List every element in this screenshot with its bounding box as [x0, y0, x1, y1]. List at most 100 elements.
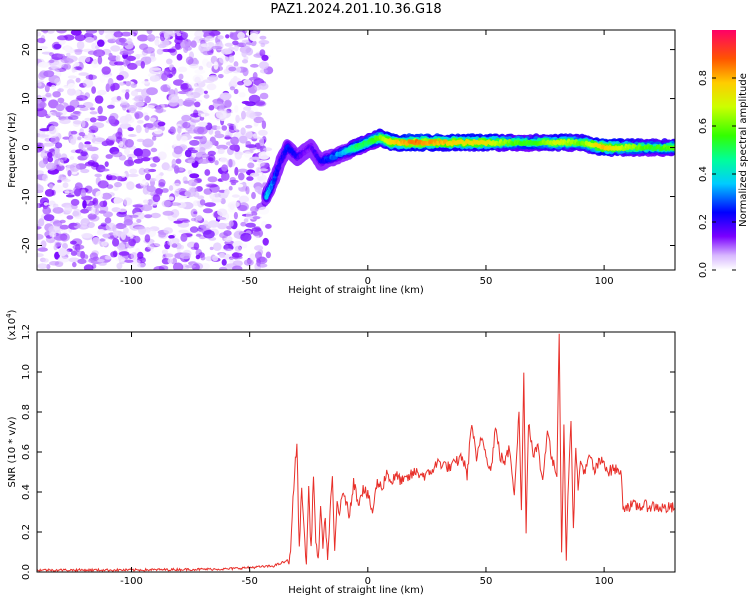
noise-blob: [229, 144, 239, 151]
noise-blob: [45, 162, 57, 171]
noise-blob: [134, 95, 147, 100]
noise-blob: [42, 30, 49, 34]
noise-blob: [200, 113, 206, 118]
noise-blob: [118, 82, 125, 86]
colorbar-tick-label: 0.8: [698, 70, 709, 86]
noise-blob: [82, 78, 94, 88]
noise-blob: [203, 229, 215, 239]
noise-blob: [203, 188, 213, 195]
noise-blob: [81, 222, 87, 229]
noise-blob: [37, 31, 42, 37]
noise-blob: [185, 56, 194, 65]
noise-blob: [73, 66, 82, 70]
noise-blob: [113, 228, 118, 238]
noise-blob: [241, 50, 247, 57]
noise-blob: [97, 105, 103, 115]
noise-blob: [187, 169, 193, 175]
noise-blob: [189, 173, 200, 179]
noise-blob: [81, 120, 86, 128]
noise-blob: [65, 194, 75, 198]
snr-x-axis-label: Height of straight line (km): [288, 585, 424, 596]
noise-blob: [77, 136, 82, 141]
noise-blob: [174, 189, 180, 197]
noise-blob: [244, 130, 253, 139]
noise-blob: [44, 189, 55, 197]
noise-blob: [97, 180, 109, 189]
noise-blob: [194, 87, 205, 96]
noise-blob: [122, 58, 129, 67]
noise-blob: [113, 61, 125, 66]
noise-blob: [226, 108, 232, 113]
noise-blob: [252, 231, 261, 236]
noise-blob: [78, 72, 89, 76]
noise-blob: [100, 222, 108, 227]
noise-blob: [233, 46, 239, 52]
noise-blob: [76, 95, 88, 101]
noise-blob: [112, 238, 120, 247]
noise-blob: [237, 32, 246, 40]
noise-blob: [126, 37, 133, 45]
noise-blob: [232, 40, 239, 46]
noise-blob: [80, 151, 88, 157]
noise-blob: [265, 223, 272, 229]
noise-blob: [190, 40, 197, 48]
noise-blob: [202, 58, 209, 67]
noise-blob: [202, 208, 213, 214]
noise-blob: [177, 125, 182, 134]
noise-blob: [187, 94, 194, 99]
x-tick-label: 50: [480, 276, 493, 287]
noise-blob: [157, 151, 167, 160]
noise-blob: [258, 61, 269, 70]
noise-blob: [129, 214, 139, 218]
noise-blob: [189, 226, 199, 233]
spectrogram-frame: [36, 29, 676, 271]
noise-blob: [223, 230, 232, 237]
noise-blob: [145, 122, 158, 131]
noise-blob: [144, 234, 151, 243]
noise-blob: [40, 240, 47, 249]
noise-blob: [138, 167, 146, 175]
noise-blob: [253, 116, 264, 124]
noise-blob: [180, 40, 190, 49]
noise-blob: [81, 144, 86, 150]
noise-blob: [84, 144, 93, 148]
noise-blob: [251, 191, 256, 200]
noise-blob: [195, 254, 201, 260]
noise-blob: [93, 204, 101, 209]
noise-blob: [198, 121, 208, 127]
noise-blob: [130, 252, 138, 260]
noise-blob: [95, 137, 105, 143]
y-tick-label: 0.4: [21, 484, 32, 500]
noise-blob: [115, 223, 127, 230]
snr-line: [37, 333, 675, 572]
noise-blob: [195, 233, 202, 237]
noise-blob: [195, 152, 203, 158]
noise-blob: [58, 210, 64, 217]
y-tick-label: 0: [21, 144, 32, 150]
spectrogram-y-ticks: -20 -10 0 10 20: [21, 43, 675, 254]
noise-blob: [44, 84, 50, 93]
noise-blob: [171, 158, 177, 168]
noise-blob: [80, 189, 86, 198]
noise-blob: [146, 87, 158, 96]
noise-blob: [173, 145, 183, 155]
noise-blob: [143, 168, 152, 174]
noise-blob: [155, 188, 164, 195]
noise-blob: [252, 216, 261, 220]
noise-blob: [242, 67, 249, 77]
noise-blob: [59, 118, 71, 125]
noise-blob: [155, 105, 164, 114]
noise-blob: [133, 212, 146, 220]
noise-blob: [254, 245, 264, 251]
noise-blob: [101, 241, 108, 247]
noise-blob: [72, 244, 85, 250]
noise-blob: [154, 38, 160, 46]
noise-blob: [70, 130, 78, 135]
noise-blob: [78, 132, 86, 137]
noise-blob: [62, 243, 68, 250]
noise-blob: [97, 55, 103, 65]
noise-blob: [216, 125, 221, 130]
noise-blob: [200, 262, 210, 270]
y-tick-label: 0.0: [21, 564, 32, 580]
noise-blob: [189, 63, 199, 69]
